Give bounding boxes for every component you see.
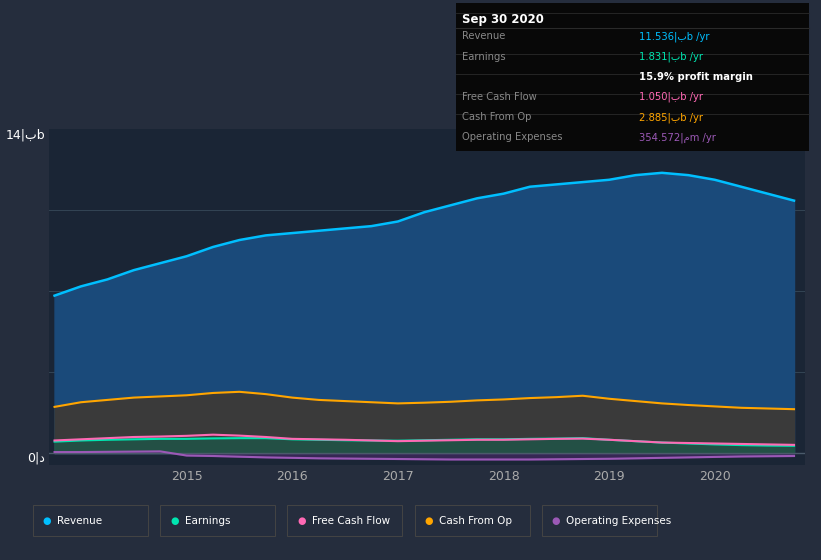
- Text: Free Cash Flow: Free Cash Flow: [462, 92, 537, 102]
- Text: ●: ●: [170, 516, 178, 526]
- Text: Operating Expenses: Operating Expenses: [462, 132, 562, 142]
- Text: ●: ●: [297, 516, 305, 526]
- Text: 15.9% profit margin: 15.9% profit margin: [640, 72, 753, 82]
- Text: 14|بb: 14|بb: [6, 129, 45, 142]
- Text: Sep 30 2020: Sep 30 2020: [462, 13, 544, 26]
- Text: Free Cash Flow: Free Cash Flow: [312, 516, 390, 526]
- Text: Revenue: Revenue: [57, 516, 103, 526]
- Text: 1.050|بb /yr: 1.050|بb /yr: [640, 92, 704, 102]
- Text: 354.572|مm /yr: 354.572|مm /yr: [640, 132, 716, 143]
- Text: Cash From Op: Cash From Op: [462, 112, 532, 122]
- Text: 11.536|بb /yr: 11.536|بb /yr: [640, 31, 709, 42]
- Text: Earnings: Earnings: [462, 52, 506, 62]
- Text: 2.885|بb /yr: 2.885|بb /yr: [640, 112, 704, 123]
- Text: ●: ●: [552, 516, 560, 526]
- Text: Cash From Op: Cash From Op: [439, 516, 512, 526]
- Text: 1.831|بb /yr: 1.831|بb /yr: [640, 52, 704, 62]
- Text: ●: ●: [43, 516, 51, 526]
- Text: Operating Expenses: Operating Expenses: [566, 516, 672, 526]
- Text: Earnings: Earnings: [185, 516, 230, 526]
- Text: 0|د: 0|د: [28, 452, 45, 465]
- Text: Revenue: Revenue: [462, 31, 506, 41]
- Text: ●: ●: [424, 516, 433, 526]
